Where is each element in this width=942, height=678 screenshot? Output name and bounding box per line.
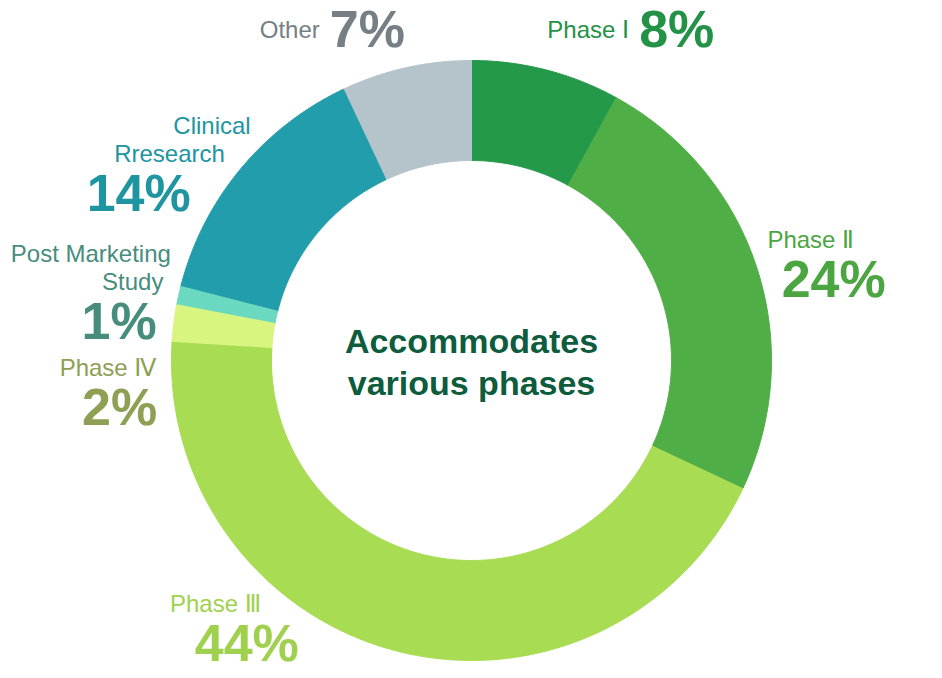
svg-text:Study: Study <box>102 268 163 295</box>
svg-text:Post Marketing: Post Marketing <box>11 240 171 267</box>
svg-text:Phase Ⅱ: Phase Ⅱ <box>767 226 854 253</box>
svg-text:Phase Ⅳ: Phase Ⅳ <box>60 354 157 381</box>
svg-text:24%: 24% <box>782 250 886 308</box>
svg-text:7%: 7% <box>330 0 405 58</box>
svg-text:Accommodatesvarious phases: Accommodatesvarious phases <box>345 322 598 403</box>
svg-text:44%: 44% <box>195 614 299 672</box>
svg-text:Phase Ⅰ: Phase Ⅰ <box>547 16 629 43</box>
svg-text:Rresearch: Rresearch <box>114 140 225 167</box>
svg-text:1%: 1% <box>82 292 157 350</box>
svg-text:Clinical: Clinical <box>173 112 250 139</box>
svg-text:Phase Ⅲ: Phase Ⅲ <box>170 590 261 617</box>
svg-text:14%: 14% <box>87 164 191 222</box>
svg-text:8%: 8% <box>639 0 714 58</box>
svg-text:Other: Other <box>260 16 320 43</box>
svg-text:2%: 2% <box>82 378 157 436</box>
